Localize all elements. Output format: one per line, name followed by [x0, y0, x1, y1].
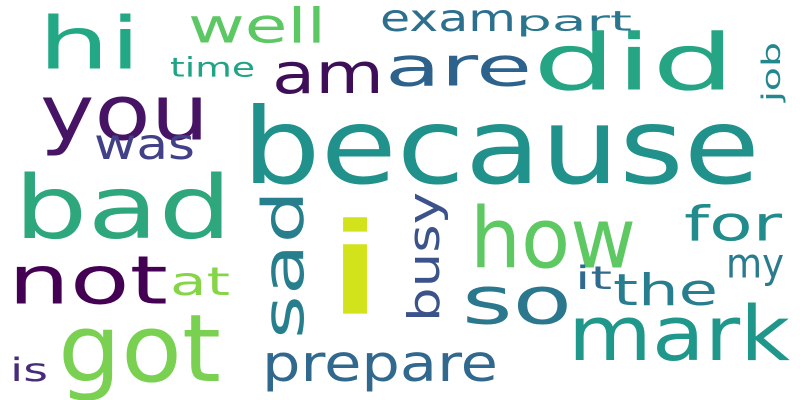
word-the: the — [613, 264, 718, 316]
word-sad: sad — [249, 190, 317, 339]
word-i: i — [318, 195, 392, 345]
word-you: you — [40, 68, 209, 159]
word-my: my — [726, 239, 784, 288]
word-how: how — [470, 189, 636, 288]
word-busy: busy — [398, 192, 450, 322]
word-well: well — [188, 0, 326, 54]
word-at: at — [170, 258, 230, 305]
word-it: it — [575, 259, 612, 297]
word-did: did — [533, 16, 735, 109]
word-not: not — [8, 240, 168, 320]
word-bad: bad — [14, 157, 232, 259]
word-so: so — [462, 262, 572, 340]
word-job: job — [755, 42, 787, 102]
word-is: is — [10, 351, 48, 389]
word-are: are — [385, 35, 532, 99]
word-because: because — [242, 85, 760, 209]
word-exam: exam — [380, 0, 516, 40]
word-part: part — [516, 4, 632, 38]
word-am: am — [272, 40, 384, 107]
word-got: got — [58, 293, 221, 400]
word-hi: hi — [38, 1, 141, 86]
word-prepare: prepare — [262, 333, 498, 394]
word-for: for — [684, 195, 782, 252]
word-time: time — [170, 51, 255, 84]
word-mark: mark — [568, 289, 790, 379]
word-was: was — [94, 119, 195, 170]
